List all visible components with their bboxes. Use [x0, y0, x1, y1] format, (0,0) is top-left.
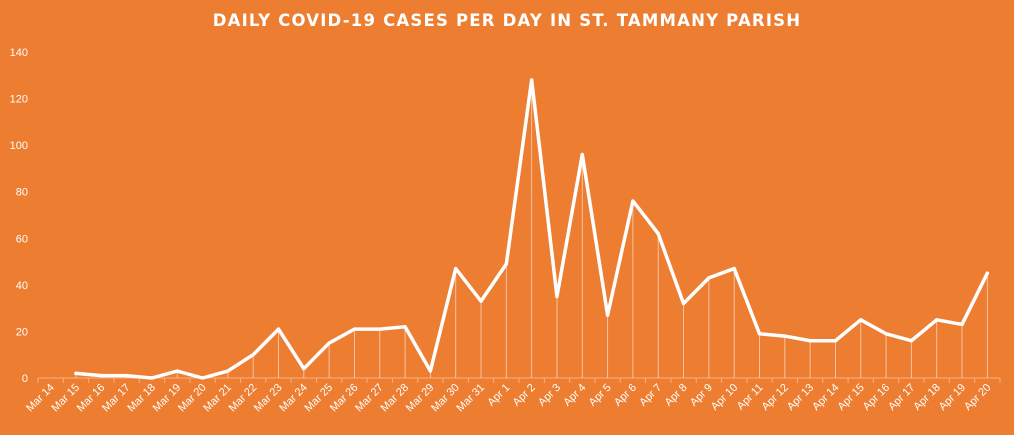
data-point: [985, 271, 989, 275]
data-point: [251, 353, 255, 357]
x-tick-label: Apr 17: [886, 382, 917, 413]
x-tick-label: Apr 14: [810, 382, 841, 413]
data-point: [226, 369, 230, 373]
data-point: [884, 332, 888, 336]
x-tick-label: Apr 4: [561, 382, 588, 409]
x-tick-label: Apr 5: [587, 382, 614, 409]
data-point: [606, 313, 610, 317]
x-tick-label: Apr 20: [962, 382, 993, 413]
x-tick-label: Apr 8: [663, 382, 690, 409]
data-point: [479, 299, 483, 303]
data-point: [732, 266, 736, 271]
data-point: [681, 301, 686, 306]
x-tick-label: Apr 2: [511, 382, 538, 409]
data-point: [175, 369, 179, 373]
data-point: [150, 376, 154, 380]
data-point: [757, 332, 762, 336]
data-point: [935, 318, 939, 322]
data-point: [656, 232, 660, 236]
x-tick-label: Apr 15: [835, 382, 866, 413]
data-point: [125, 374, 129, 378]
data-point: [530, 78, 534, 82]
y-tick-label: 80: [16, 187, 28, 199]
x-tick-label: Mar 31: [454, 382, 487, 415]
data-point: [276, 327, 281, 331]
data-point: [833, 339, 838, 343]
x-tick-label: Apr 16: [861, 382, 892, 413]
data-point: [960, 322, 964, 327]
data-point: [327, 341, 331, 345]
x-tick-label: Apr 7: [637, 382, 664, 409]
data-point: [808, 339, 812, 343]
y-tick-label: 40: [16, 280, 28, 292]
data-point: [859, 318, 863, 322]
y-tick-label: 20: [16, 326, 28, 338]
x-tick-label: Apr 11: [735, 382, 766, 413]
chart-title: DAILY COVID-19 CASES PER DAY IN ST. TAMM…: [212, 11, 802, 30]
x-tick-label: Apr 6: [612, 382, 639, 409]
data-point: [909, 339, 913, 343]
x-tick-label: Apr 1: [485, 382, 512, 409]
data-point: [74, 371, 78, 375]
x-tick-label: Apr 3: [536, 382, 563, 409]
data-point: [580, 152, 584, 157]
y-tick-label: 60: [16, 233, 28, 245]
data-point: [403, 325, 407, 329]
y-tick-label: 0: [22, 373, 28, 385]
data-point: [555, 294, 559, 299]
data-point: [454, 266, 458, 271]
data-point: [707, 276, 711, 280]
y-tick-label: 120: [10, 94, 28, 106]
x-tick-label: Apr 12: [760, 382, 791, 413]
data-point: [631, 199, 635, 203]
data-point: [428, 369, 432, 373]
data-point: [200, 376, 205, 380]
x-tick-label: Apr 13: [785, 382, 816, 413]
data-point: [504, 262, 508, 266]
data-point: [378, 327, 382, 331]
data-point: [99, 374, 103, 378]
y-tick-label: 100: [10, 140, 28, 152]
y-tick-label: 140: [10, 47, 28, 59]
x-tick-label: Apr 18: [911, 382, 942, 413]
data-point: [352, 327, 357, 331]
data-point: [783, 334, 787, 338]
x-tick-label: Apr 10: [709, 382, 740, 413]
x-tick-label: Apr 19: [937, 382, 968, 413]
data-point: [302, 367, 306, 371]
